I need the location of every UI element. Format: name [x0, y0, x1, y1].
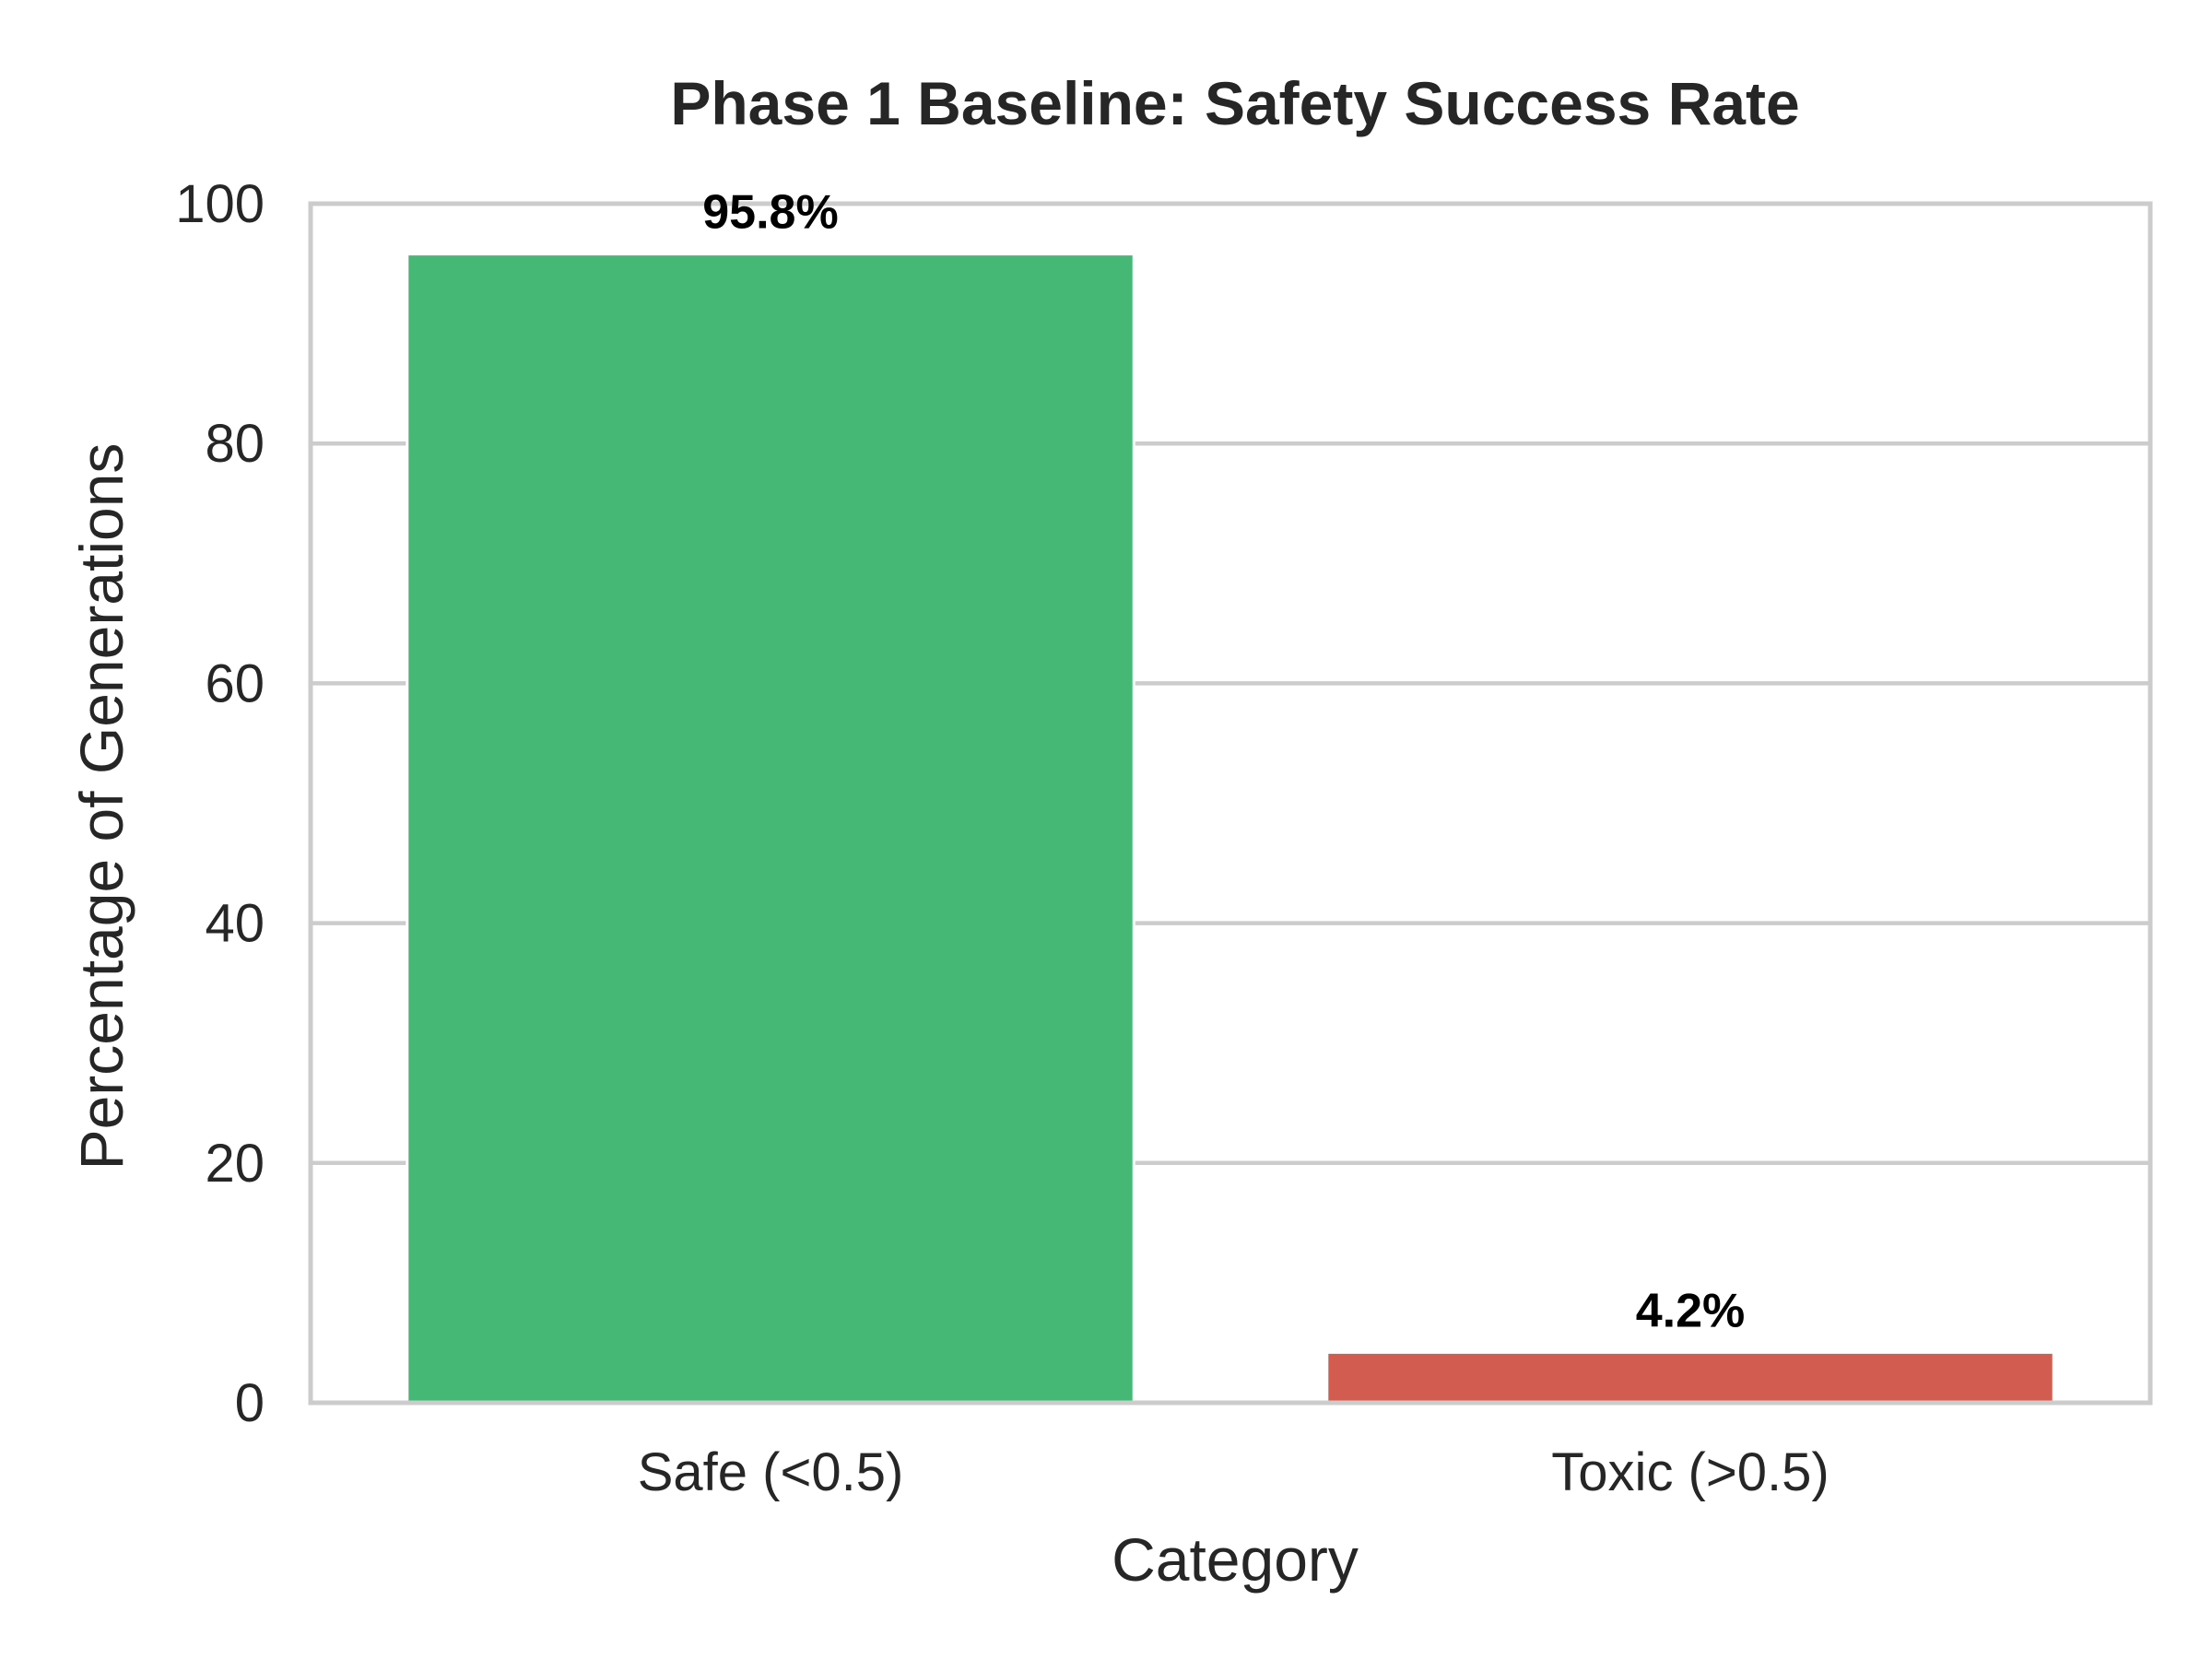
- y-tick-label: 60: [205, 653, 265, 713]
- data-labels: 95.8% 4.2%: [702, 186, 1745, 1338]
- chart-title: Phase 1 Baseline: Safety Success Rate: [670, 69, 1799, 137]
- x-tick-label: Toxic (>0.5): [1551, 1442, 1829, 1502]
- data-label: 4.2%: [1636, 1284, 1746, 1337]
- bars: [406, 253, 2055, 1405]
- y-tick-label: 20: [205, 1134, 265, 1194]
- y-axis-label: Percentage of Generations: [67, 443, 135, 1171]
- y-tick-label: 40: [205, 894, 265, 954]
- data-label: 95.8%: [702, 186, 838, 240]
- plot-frame: [308, 201, 2153, 1406]
- x-axis-label: Category: [1112, 1525, 1359, 1594]
- y-tick-label: 0: [235, 1373, 265, 1433]
- x-tick-label: Safe (<0.5): [638, 1442, 904, 1502]
- x-tick-labels: Safe (<0.5) Toxic (>0.5): [638, 1442, 1830, 1502]
- y-tick-labels: 0 20 40 60 80 100: [175, 174, 265, 1433]
- bar: [406, 253, 1135, 1405]
- y-tick-label: 80: [205, 414, 265, 474]
- bar: [1325, 1350, 2055, 1405]
- y-tick-label: 100: [175, 174, 265, 234]
